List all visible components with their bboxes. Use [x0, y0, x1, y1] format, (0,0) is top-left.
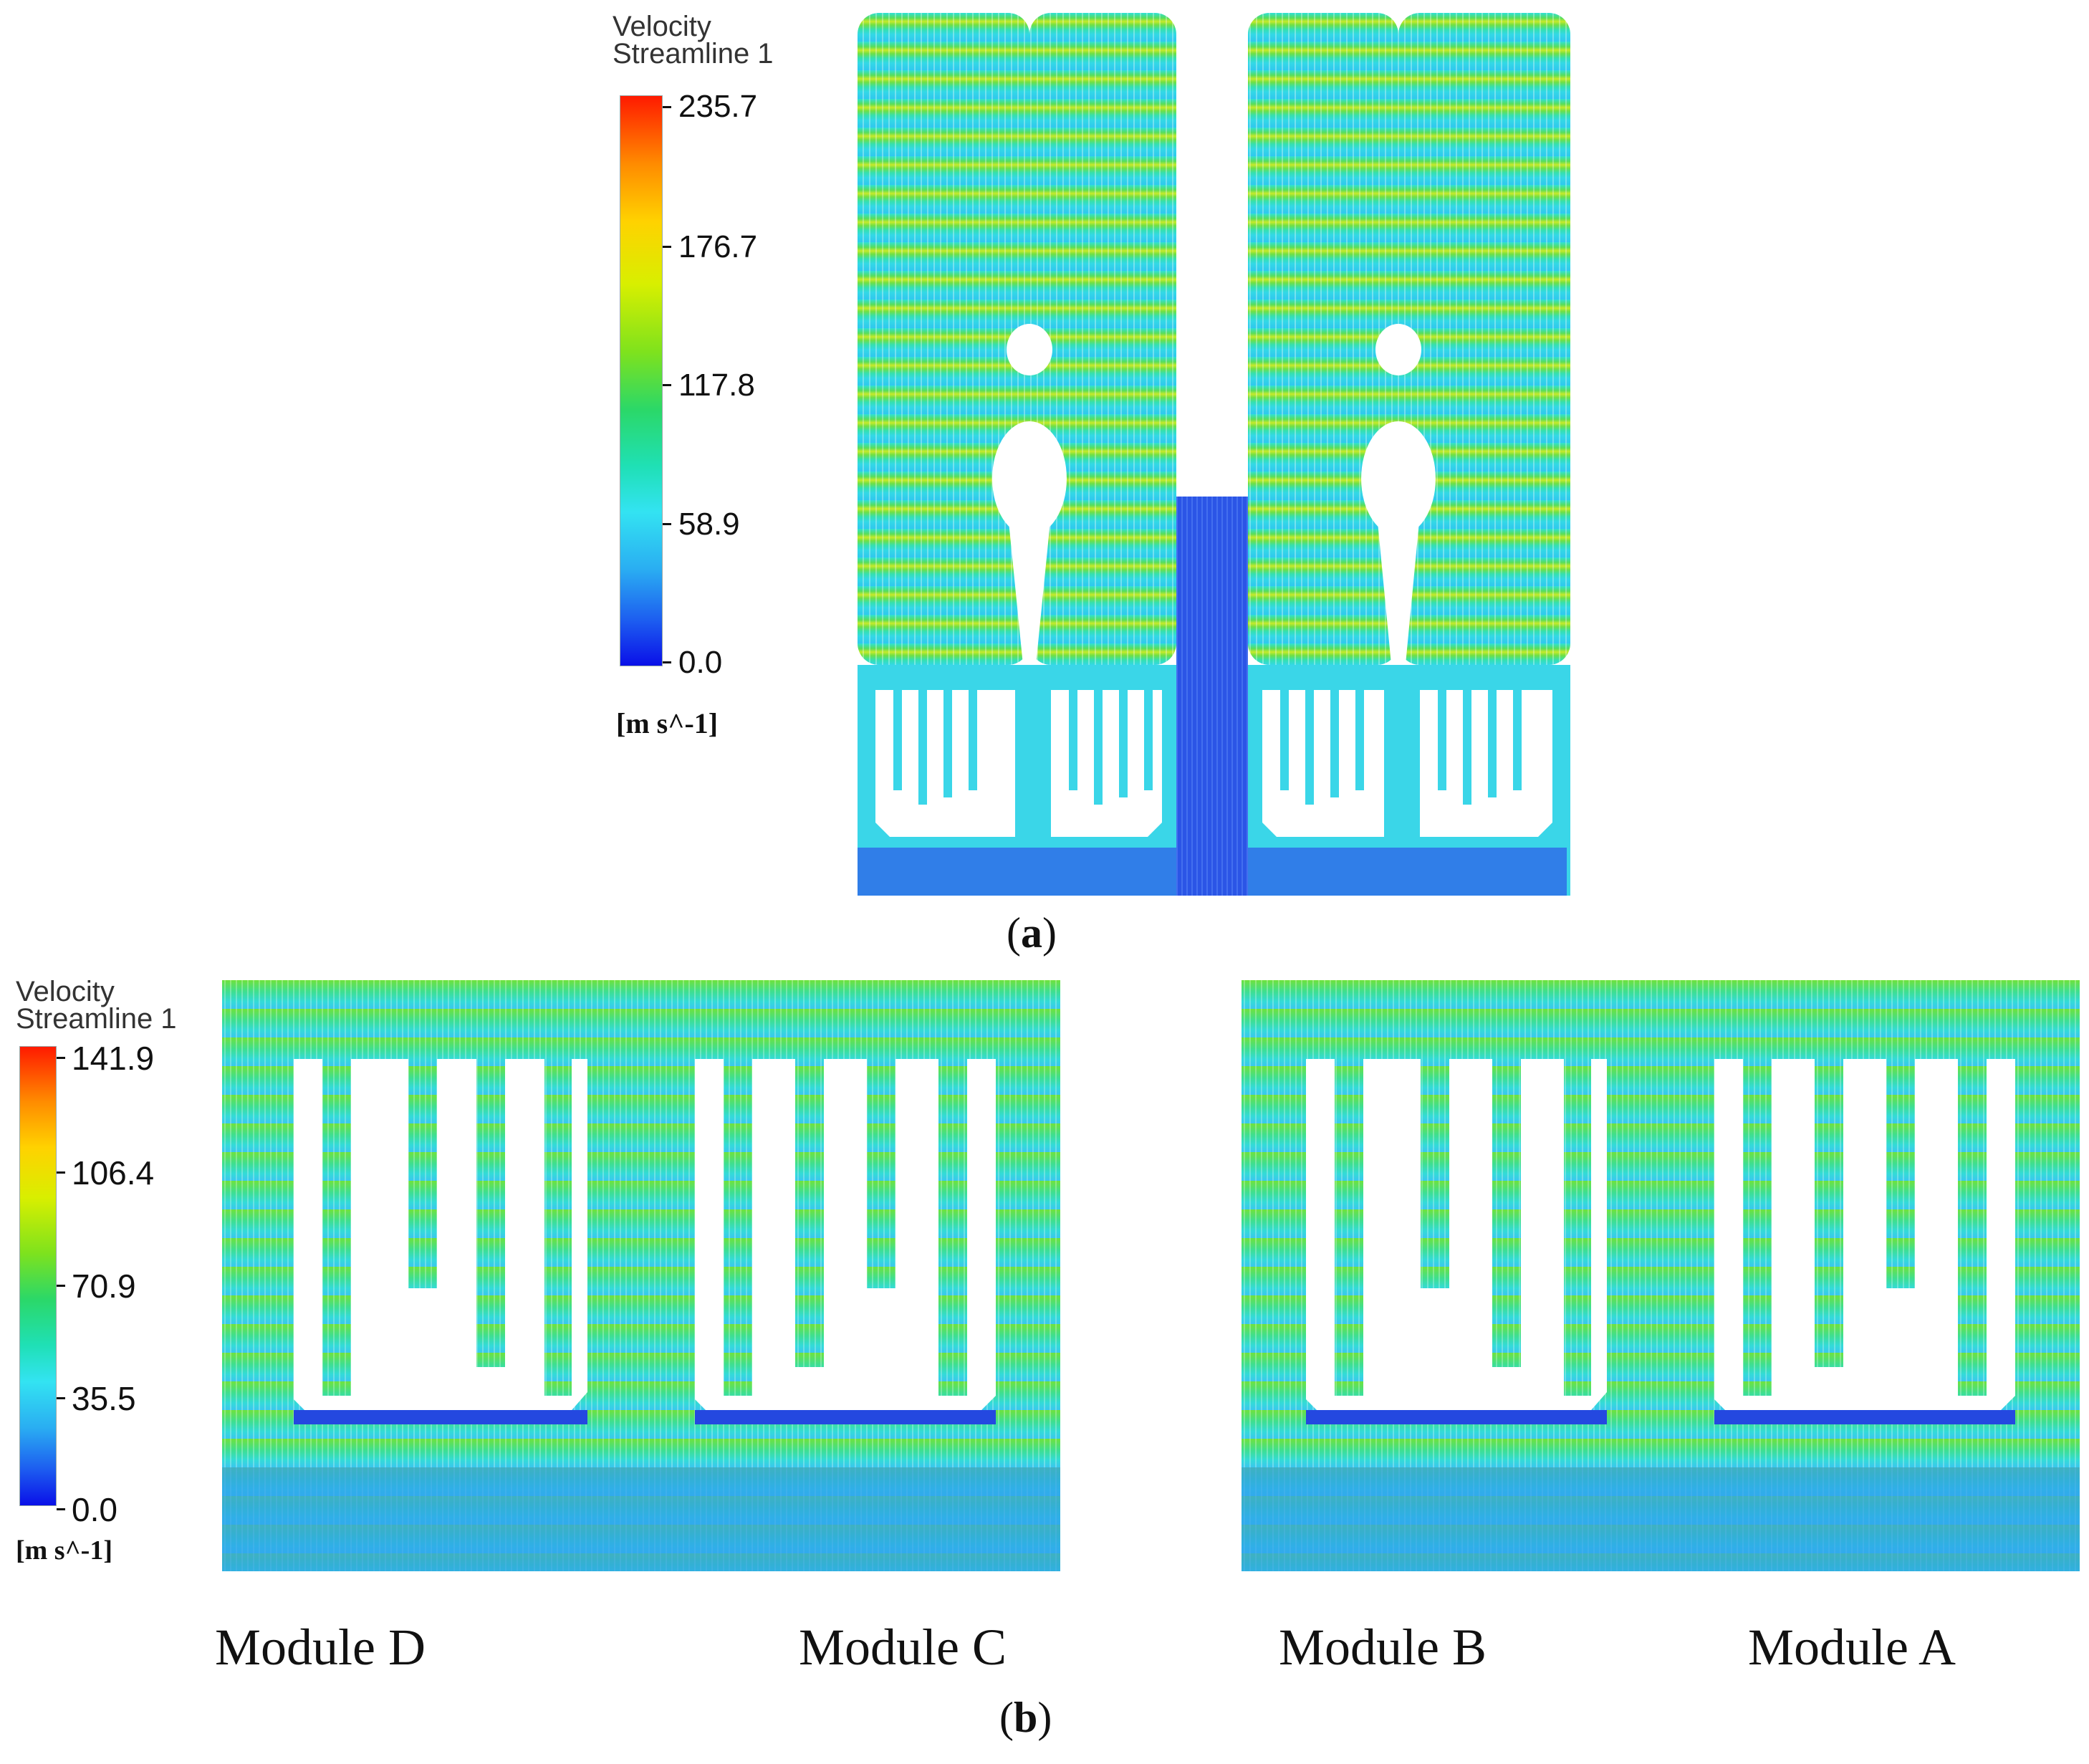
cavity-floor-c: [695, 1410, 996, 1424]
tickmark-b-1: [57, 1171, 65, 1174]
bubble-left-lower: [992, 421, 1067, 536]
legend-a-title-line1: Velocity: [613, 11, 711, 42]
bubble-right-upper: [1375, 324, 1421, 375]
gap-top: [1176, 13, 1248, 497]
streamline-column-3: [1248, 13, 1398, 665]
cavity-floor-d: [294, 1410, 587, 1424]
legend-b-title-line1: Velocity: [16, 976, 115, 1007]
module-fins-b-right: [1335, 1059, 1987, 1396]
cavity-floor-b: [1306, 1410, 1607, 1424]
tickmark-b-4: [57, 1508, 65, 1510]
module-b-label: Module B: [1279, 1619, 1487, 1676]
caption-a: (a): [1007, 909, 1057, 958]
tick-label-a-3: 58.9: [678, 507, 740, 542]
tick-label-b-3: 35.5: [72, 1380, 136, 1417]
central-chamber-bottom: [1176, 837, 1248, 896]
caption-b-letter: b: [1013, 1694, 1038, 1741]
bottom-band-b-right: [1242, 1467, 2080, 1571]
streamline-panel-b-right: [1242, 980, 2080, 1571]
module-cavities-b-right: [1306, 1059, 2015, 1421]
streamline-column-2: [1029, 13, 1176, 665]
caption-a-letter: a: [1020, 909, 1042, 957]
module-cavities-b-left: [294, 1059, 996, 1421]
tickmark-b-2: [57, 1285, 65, 1287]
bottom-band-b-left: [222, 1467, 1060, 1571]
cavity-floor-a: [1714, 1410, 2015, 1424]
bubble-left-upper: [1007, 324, 1052, 375]
caption-a-close: ): [1042, 909, 1057, 957]
units-b: [m s^-1]: [16, 1535, 112, 1566]
caption-b: (b): [999, 1693, 1052, 1743]
tick-label-b-4: 0.0: [72, 1491, 117, 1528]
tick-label-b-2: 70.9: [72, 1267, 136, 1305]
tickmark-b-0: [57, 1057, 65, 1059]
legend-a-title-line2: Streamline 1: [613, 38, 774, 69]
module-d-label: Module D: [215, 1619, 426, 1676]
tick-label-a-0: 235.7: [678, 89, 758, 124]
legend-a: Velocity Streamline 1 235.7 176.7 117.8 …: [613, 11, 799, 744]
legend-b: Velocity Streamline 1 141.9 106.4 70.9 3…: [16, 976, 216, 1587]
streamline-column-4: [1398, 13, 1570, 665]
streamline-svg-b-left: [222, 980, 1060, 1571]
module-cavities-a: [875, 690, 1552, 837]
tick-label-a-2: 117.8: [678, 368, 755, 403]
central-chamber: [1176, 497, 1248, 896]
module-fins-b-left: [322, 1059, 967, 1396]
legend-a-title: Velocity Streamline 1: [613, 11, 774, 69]
bubble-right-lower: [1361, 421, 1436, 536]
colorbar-b: [19, 1046, 57, 1506]
caption-a-open: (: [1007, 909, 1021, 957]
wedge-left: [1008, 514, 1051, 679]
tickmark-a-1: [663, 246, 671, 248]
tickmark-b-3: [57, 1397, 65, 1399]
tick-label-a-4: 0.0: [678, 645, 723, 680]
wedge-right: [1377, 514, 1420, 679]
streamline-svg-a: [858, 13, 1570, 896]
tick-label-b-0: 141.9: [72, 1040, 155, 1077]
streamline-panel-b-left: [222, 980, 1060, 1571]
units-a: [m s^-1]: [616, 707, 719, 739]
tickmark-a-4: [663, 661, 671, 663]
streamline-column-1: [858, 13, 1029, 665]
legend-b-title-line2: Streamline 1: [16, 1003, 177, 1035]
tick-label-b-1: 106.4: [72, 1154, 155, 1192]
colorbar-a: [620, 95, 663, 666]
tickmark-a-0: [663, 106, 671, 108]
tick-label-a-1: 176.7: [678, 229, 758, 264]
caption-b-close: ): [1037, 1694, 1052, 1741]
tickmark-a-2: [663, 384, 671, 386]
tickmark-a-3: [663, 523, 671, 525]
caption-b-open: (: [999, 1694, 1014, 1741]
legend-b-title: Velocity Streamline 1: [16, 976, 177, 1035]
module-fins-a: [893, 690, 1522, 805]
module-c-label: Module C: [799, 1619, 1007, 1676]
streamline-svg-b-right: [1242, 980, 2080, 1571]
module-a-label: Module A: [1748, 1619, 1956, 1676]
streamline-panel-a: [854, 13, 1570, 896]
